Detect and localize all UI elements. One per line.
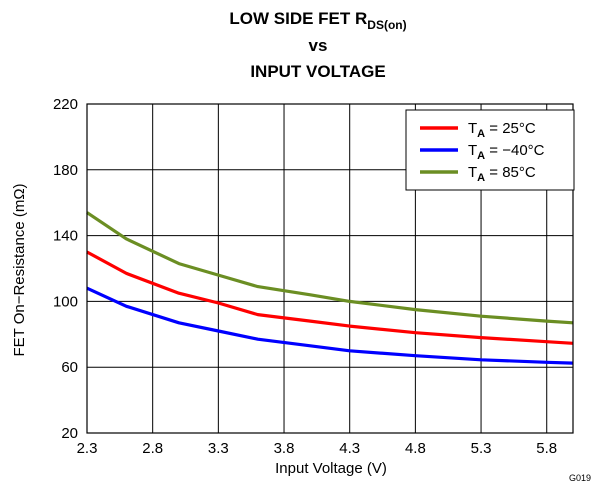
x-tick-label: 3.3 [208,440,229,457]
x-tick-label: 4.3 [339,440,360,457]
legend-label-2: TA = 85°C [468,164,536,184]
series-line-0 [86,250,574,345]
x-axis-label: Input Voltage (V) [275,460,387,477]
y-tick-label: 180 [53,162,78,179]
x-tick-label: 4.8 [405,440,426,457]
legend-label-1: TA = −40°C [468,142,545,162]
y-axis-label: FET On−Resistance (mΩ) [11,183,28,356]
series-lines [86,211,574,365]
x-tick-label: 2.3 [77,440,98,457]
legend-label-0: TA = 25°C [468,120,536,140]
x-tick-label: 3.8 [274,440,295,457]
figure-id: G019 [569,473,591,483]
chart-title-line3: INPUT VOLTAGE [250,62,385,81]
y-tick-label: 100 [53,293,78,310]
x-tick-label: 2.8 [142,440,163,457]
chart-title-line1: LOW SIDE FET RDS(on) [229,9,406,32]
y-tick-label: 20 [61,425,78,442]
x-tick-labels: 2.3 2.8 3.3 3.8 4.3 4.8 5.3 5.8 [77,440,558,457]
y-tick-label: 140 [53,228,78,245]
series-line-2 [86,211,574,325]
x-tick-label: 5.3 [471,440,492,457]
x-tick-label: 5.8 [536,440,557,457]
y-tick-label: 60 [61,359,78,376]
chart-title-line2: vs [309,36,328,55]
plot-frame [86,103,574,434]
series-line-1 [86,286,574,365]
legend: TA = 25°CTA = −40°CTA = 85°C [405,109,575,191]
y-tick-label: 220 [53,96,78,113]
y-tick-labels: 20 60 100 140 180 220 [53,96,78,442]
